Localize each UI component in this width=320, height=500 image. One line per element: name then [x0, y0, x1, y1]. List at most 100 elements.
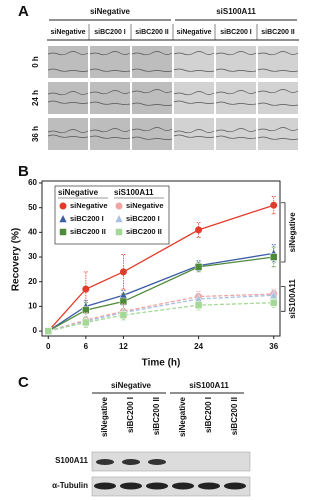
- legend-marker: [114, 213, 124, 223]
- group-header: siS100A11: [216, 7, 256, 16]
- x-tick-label: 12: [119, 342, 128, 351]
- column-header: siBC200 II: [261, 29, 295, 36]
- blot-strip: [91, 476, 251, 497]
- blot-strip: [91, 451, 251, 472]
- x-tick-label: 0: [46, 342, 51, 351]
- row-label: α-Tubulin: [52, 481, 88, 490]
- legend-group-title: siS100A11: [114, 188, 154, 197]
- wound-edge: [47, 91, 89, 96]
- blot-band: [122, 459, 140, 465]
- group-header: siS100A11: [189, 381, 229, 390]
- wound-edge: [89, 101, 131, 105]
- series-line: [47, 252, 274, 332]
- wound-edge: [173, 51, 215, 56]
- legend-label: siBC200 I: [70, 214, 104, 223]
- data-point: [44, 327, 53, 335]
- x-tick-label: 36: [269, 342, 278, 351]
- blot-band: [198, 482, 220, 490]
- microscopy-tile: [174, 46, 214, 78]
- data-point: [119, 268, 127, 276]
- wound-edge: [215, 101, 257, 105]
- microscopy-tile: [48, 82, 88, 114]
- series-line: [48, 293, 274, 332]
- error-bar: [196, 222, 201, 238]
- legend-label: siBC200 II: [70, 227, 106, 236]
- legend-marker: [58, 213, 68, 223]
- wound-edge: [173, 91, 215, 96]
- group-header: siNegative: [90, 7, 131, 16]
- bracket-label: siNegative: [288, 212, 297, 253]
- lane-label: siBC200 II: [230, 397, 239, 435]
- lane-label: siNegative: [178, 396, 187, 437]
- wound-edge: [215, 135, 257, 139]
- wound-edge: [215, 128, 257, 133]
- row-label: S100A11: [55, 456, 88, 465]
- wound-edge: [173, 129, 215, 134]
- legend-label: siBC200 I: [126, 214, 160, 223]
- data-point: [194, 301, 203, 309]
- x-tick-label: 24: [194, 342, 203, 351]
- microscopy-tile: [132, 46, 172, 78]
- wound-edge: [131, 68, 173, 72]
- legend-marker: [115, 202, 123, 210]
- legend-group-title: siNegative: [58, 188, 99, 197]
- row-label: 24 h: [31, 90, 40, 106]
- blot-band: [120, 482, 142, 490]
- legend-marker: [59, 228, 67, 236]
- wound-edge: [47, 129, 89, 134]
- row-label: 0 h: [31, 56, 40, 68]
- data-point: [119, 311, 128, 319]
- microscopy-tile: [258, 46, 298, 78]
- wound-edge: [173, 100, 215, 104]
- column-header: siBC200 I: [220, 29, 252, 36]
- microscopy-tile: [90, 46, 130, 78]
- microscopy-tile: [258, 82, 298, 114]
- column-header: siBC200 I: [94, 29, 126, 36]
- microscopy-tile: [216, 82, 256, 114]
- microscopy-tile: [132, 118, 172, 150]
- wound-edge: [257, 127, 299, 132]
- group-bracket: [281, 202, 286, 263]
- y-tick-label: 0: [33, 326, 38, 335]
- data-point: [119, 297, 128, 306]
- wound-edge: [131, 136, 173, 140]
- bracket-label: siS100A11: [288, 279, 297, 319]
- legend-label: siBC200 II: [126, 227, 162, 236]
- data-point: [194, 263, 203, 271]
- microscopy-tile: [258, 118, 298, 150]
- y-tick-label: 40: [28, 227, 37, 236]
- legend-box: [54, 185, 170, 245]
- wound-edge: [47, 100, 89, 104]
- group-bracket: [281, 286, 286, 312]
- microscopy-tile: [90, 82, 130, 114]
- lane-label: siBC200 I: [126, 397, 135, 433]
- column-header: siNegative: [50, 29, 85, 36]
- wound-edge: [89, 135, 131, 139]
- panel-label: B: [18, 163, 29, 180]
- column-header: siBC200 II: [135, 29, 169, 36]
- legend-label: siNegative: [70, 201, 108, 210]
- wound-edge: [89, 128, 131, 133]
- error-bar: [271, 246, 276, 268]
- microscopy-tile: [174, 118, 214, 150]
- column-header: siNegative: [176, 29, 211, 36]
- y-tick-label: 30: [28, 252, 37, 261]
- legend-marker: [115, 228, 123, 236]
- wound-edge: [131, 89, 173, 94]
- series-line: [48, 302, 274, 332]
- legend-marker: [59, 202, 67, 210]
- wound-edge: [257, 102, 299, 106]
- data-point: [270, 201, 278, 209]
- series-line: [48, 294, 274, 332]
- microscopy-tile: [48, 118, 88, 150]
- wound-edge: [131, 51, 173, 56]
- y-axis-label: Recovery (%): [11, 228, 22, 291]
- group-header: siNegative: [111, 381, 152, 390]
- wound-edge: [131, 127, 173, 132]
- microscopy-tile: [90, 118, 130, 150]
- data-point: [82, 306, 90, 314]
- microscopy-tile: [216, 118, 256, 150]
- error-bar: [121, 254, 126, 290]
- wound-edge: [47, 68, 89, 72]
